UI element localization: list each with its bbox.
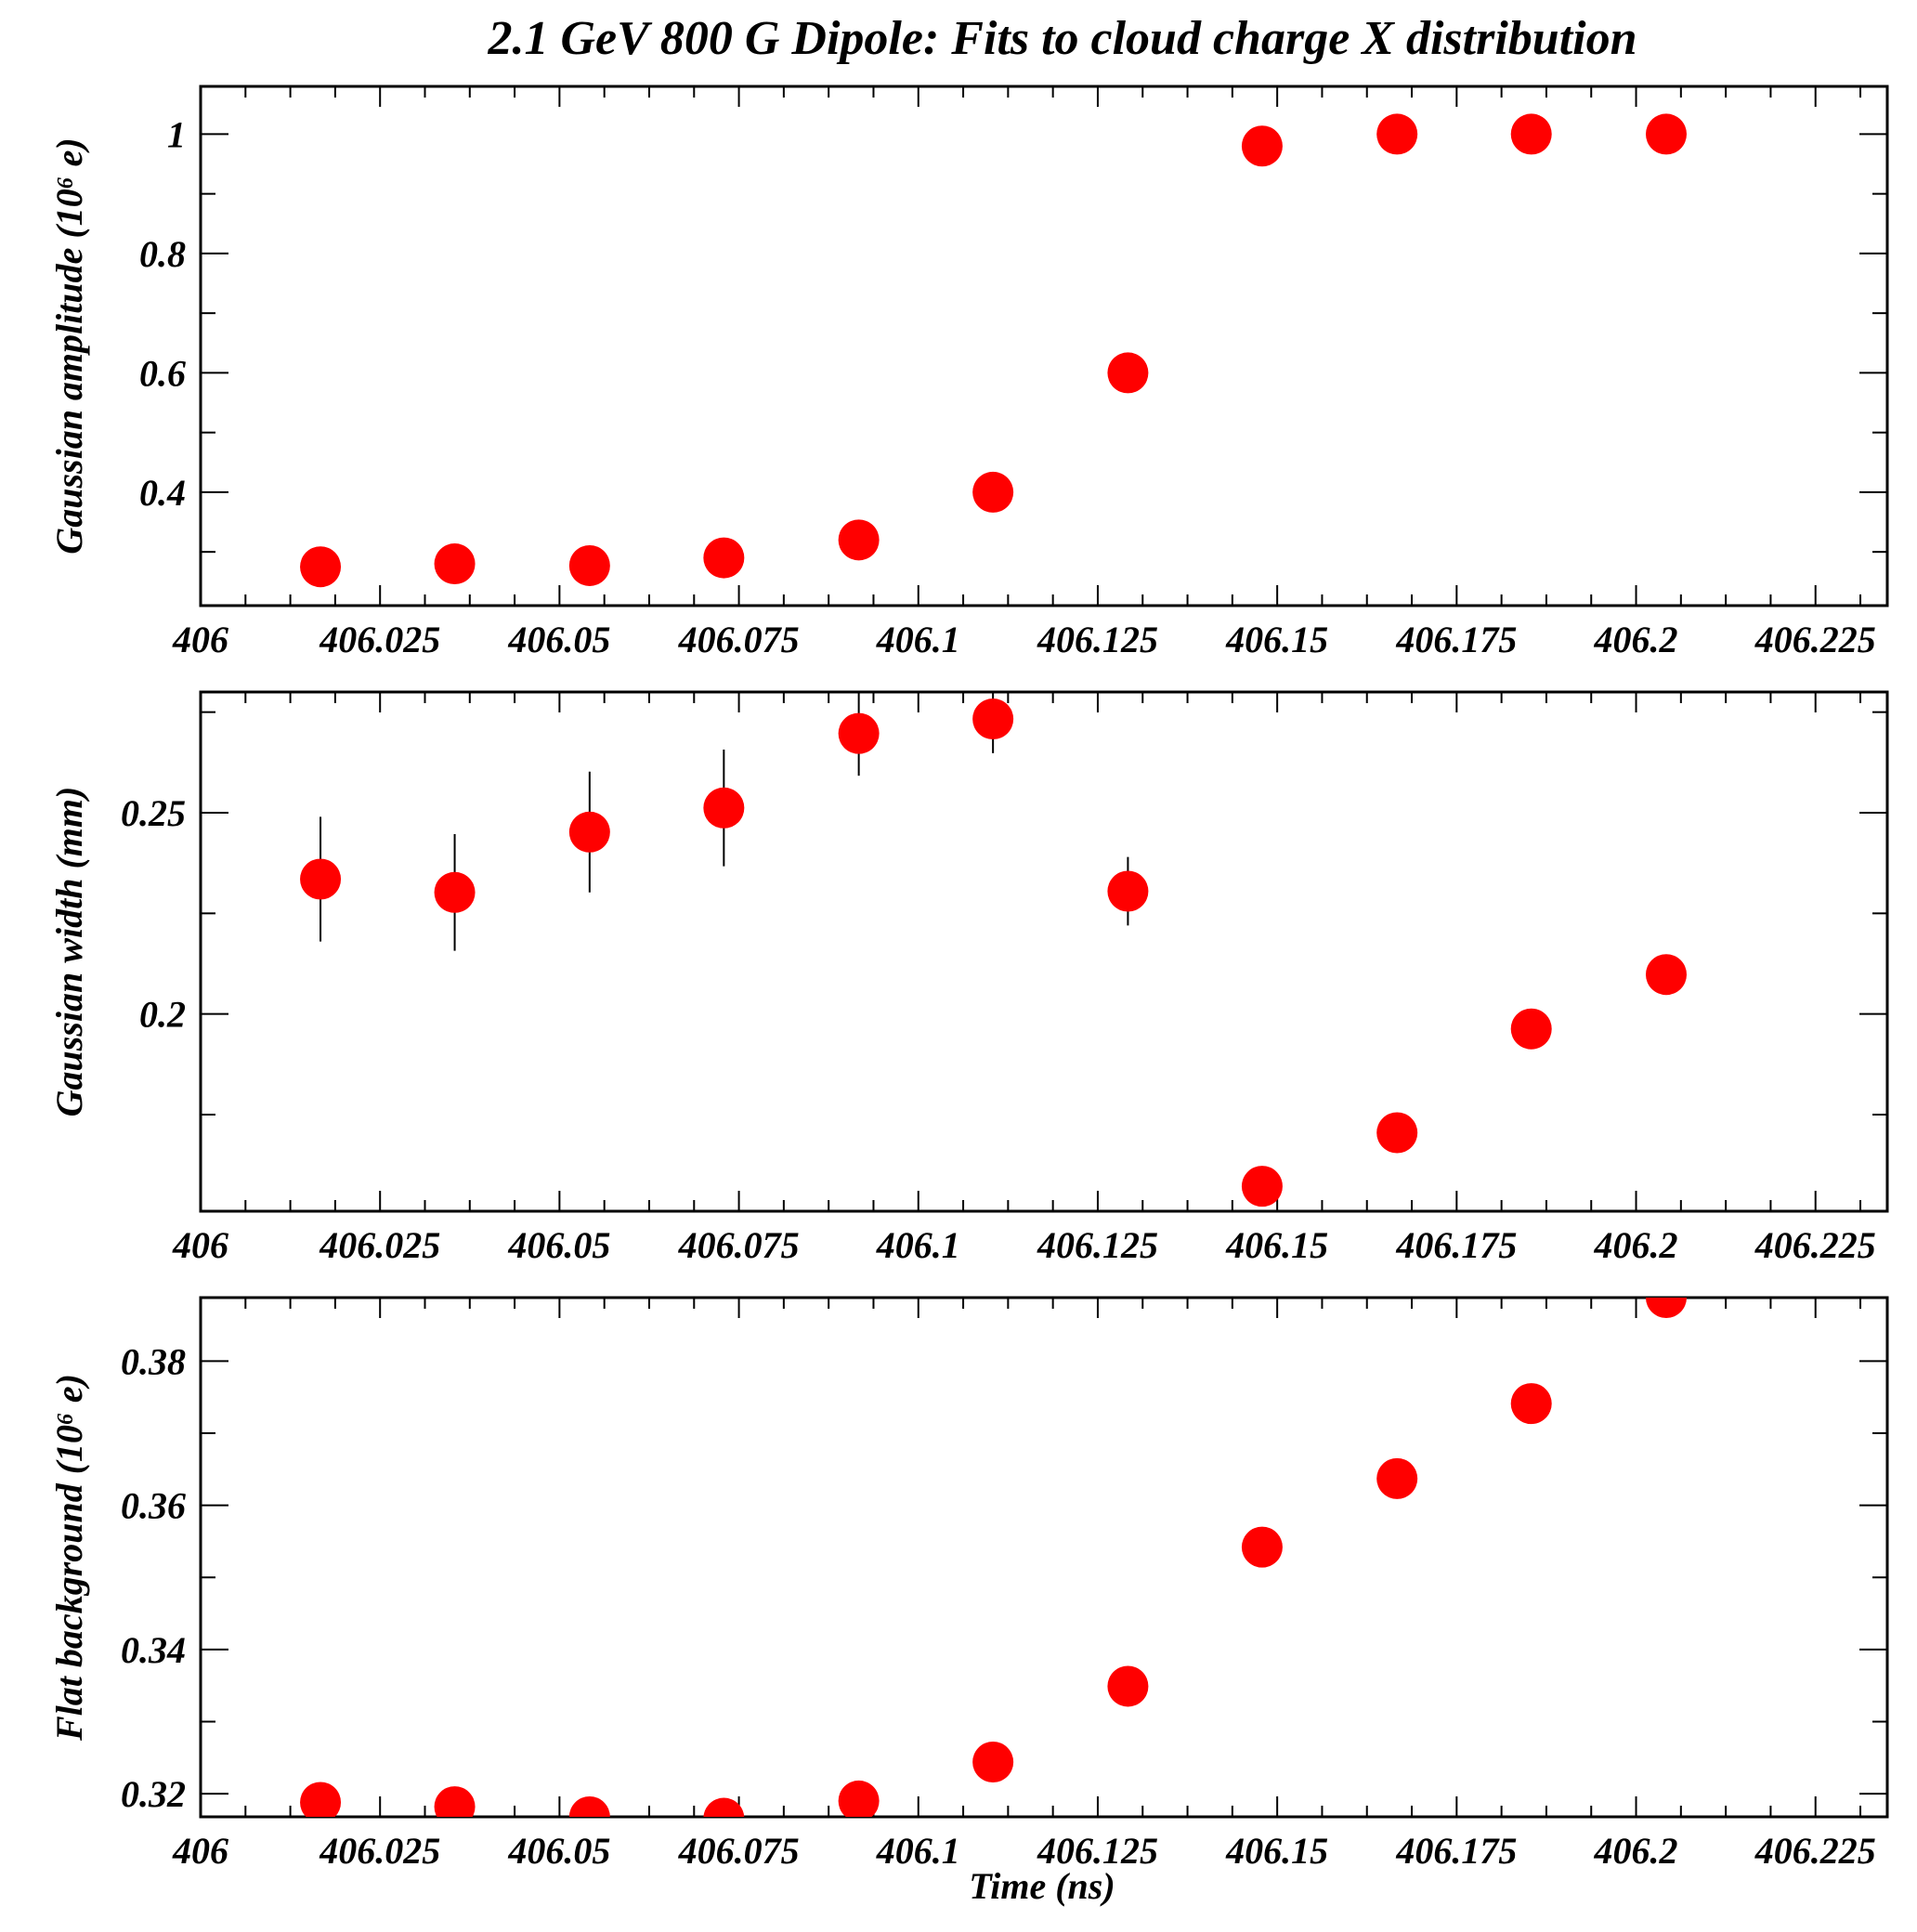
- x-tick-label: 406.225: [1754, 1224, 1876, 1266]
- x-tick-label: 406.075: [678, 619, 800, 660]
- plot-frame-background: [199, 1296, 1889, 1819]
- x-tick-label: 406: [172, 619, 228, 660]
- y-tick-label: 0.6: [139, 352, 186, 394]
- panel-background: 406 406.025 406.05 406.075 406.1 406.125 406.1…: [48, 1296, 1889, 1907]
- y-tick-label: 1: [167, 113, 186, 155]
- y-tick-label: 0.34: [121, 1629, 186, 1671]
- x-tick-label: 406.2: [1594, 619, 1678, 660]
- panels: 406 406.025 406.05 406.075 406.1 406.125 406.1…: [48, 85, 1889, 1907]
- data-point: [972, 471, 1014, 513]
- x-tick-label: 406.125: [1037, 1830, 1158, 1872]
- data-point: [1645, 954, 1687, 996]
- data-point: [300, 858, 342, 900]
- y-tick-label: 0.32: [121, 1773, 186, 1815]
- x-tick-label: 406.025: [319, 1224, 440, 1266]
- data-point: [1510, 1383, 1552, 1425]
- x-tick-label: 406.025: [319, 619, 440, 660]
- x-axis-label: Time (ns): [969, 1865, 1115, 1907]
- data-point: [703, 1797, 745, 1817]
- data-point: [1107, 870, 1149, 912]
- x-tick-label: 406.05: [507, 1830, 610, 1872]
- x-tick-label: 406.175: [1395, 1224, 1517, 1266]
- data-point: [568, 544, 610, 586]
- y-tick-label: 0.36: [121, 1485, 186, 1527]
- data-point: [434, 871, 476, 913]
- y-tick-label: 0.4: [139, 472, 186, 514]
- data-point: [703, 537, 745, 579]
- data-series-background: [300, 1298, 1687, 1817]
- data-point: [1107, 352, 1149, 394]
- x-tick-label: 406: [172, 1830, 228, 1872]
- x-tick-label: 406.2: [1594, 1224, 1678, 1266]
- y-tick-label: 0.8: [139, 233, 186, 275]
- data-point: [568, 811, 610, 853]
- data-point: [1510, 1008, 1552, 1050]
- x-tick-label: 406.1: [876, 1224, 960, 1266]
- x-tick-label: 406.05: [507, 619, 610, 660]
- y-axis-label-background: Flat background (10⁶ e): [48, 1374, 90, 1742]
- data-point: [1376, 1457, 1418, 1499]
- x-tick-label: 406.175: [1395, 1830, 1517, 1872]
- data-point: [300, 1782, 342, 1817]
- chart-title: 2.1 GeV 800 G Dipole: Fits to cloud char…: [487, 12, 1637, 65]
- x-tick-label: 406.1: [876, 1830, 960, 1872]
- x-tick-label: 406.075: [678, 1830, 800, 1872]
- x-tick-label: 406.225: [1754, 619, 1876, 660]
- data-point: [1241, 1526, 1283, 1568]
- panel-width: 406 406.025 406.05 406.075 406.1 406.125 406.1…: [48, 690, 1889, 1266]
- data-point: [434, 543, 476, 585]
- x-tick-label: 406.15: [1225, 1830, 1328, 1872]
- data-point: [1241, 1166, 1283, 1208]
- data-series-width: [300, 692, 1687, 1208]
- y-tick-label: 0.38: [121, 1340, 186, 1382]
- panel-amplitude: 406 406.025 406.05 406.075 406.1 406.125 406.1…: [48, 85, 1889, 660]
- x-tick-label: 406.1: [876, 619, 960, 660]
- data-point: [1510, 113, 1552, 155]
- data-point: [972, 698, 1014, 740]
- data-point: [1376, 1112, 1418, 1154]
- x-tick-label: 406.025: [319, 1830, 440, 1872]
- x-tick-label: 406.2: [1594, 1830, 1678, 1872]
- y-axis-label-width: Gaussian width (mm): [48, 787, 90, 1117]
- data-point: [972, 1741, 1014, 1782]
- data-point: [1645, 1298, 1687, 1318]
- x-tick-label: 406.15: [1225, 619, 1328, 660]
- x-tick-label: 406.125: [1037, 619, 1158, 660]
- x-tick-label: 406.225: [1754, 1830, 1876, 1872]
- data-point: [838, 1780, 880, 1817]
- data-series-amplitude: [300, 113, 1687, 588]
- data-point: [300, 546, 342, 588]
- data-point: [568, 1796, 610, 1817]
- data-point: [1376, 113, 1418, 155]
- data-point: [1107, 1665, 1149, 1707]
- x-tick-label: 406.175: [1395, 619, 1517, 660]
- y-tick-label: 0.25: [121, 792, 186, 834]
- x-tick-label: 406.05: [507, 1224, 610, 1266]
- data-point: [1645, 113, 1687, 155]
- x-tick-label: 406.15: [1225, 1224, 1328, 1266]
- plot-frame-amplitude: [199, 85, 1889, 607]
- x-tick-label: 406.125: [1037, 1224, 1158, 1266]
- data-point: [838, 712, 880, 754]
- data-point: [703, 787, 745, 829]
- data-point: [838, 519, 880, 561]
- plot-frame-width: [199, 690, 1889, 1213]
- x-tick-label: 406: [172, 1224, 228, 1266]
- x-tick-label: 406.075: [678, 1224, 800, 1266]
- data-point: [1241, 125, 1283, 167]
- y-tick-label: 0.2: [139, 994, 186, 1036]
- y-axis-label-amplitude: Gaussian amplitude (10⁶ e): [48, 137, 90, 554]
- data-point: [434, 1786, 476, 1817]
